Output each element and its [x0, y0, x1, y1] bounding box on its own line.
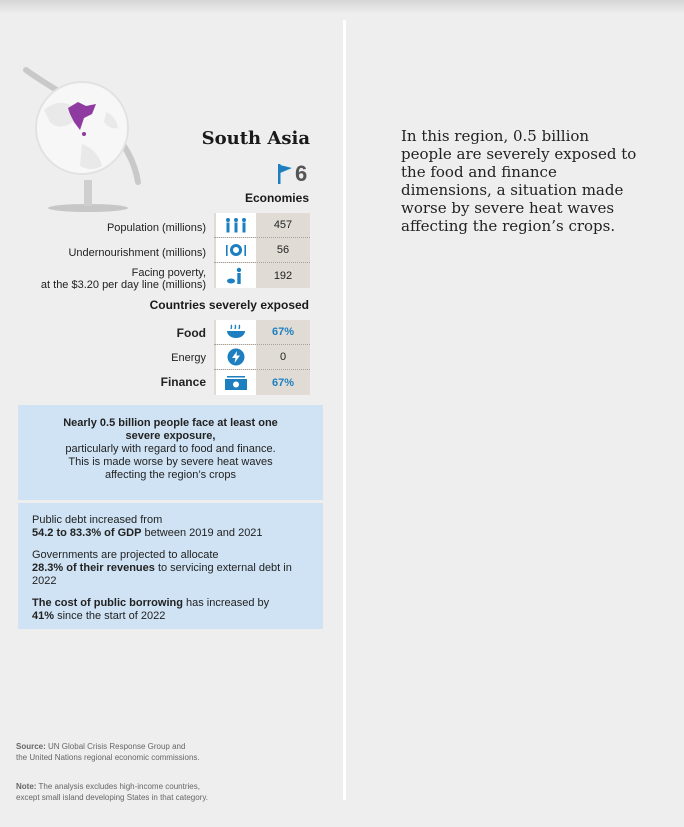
exposure-title: Countries severely exposed [149, 298, 309, 312]
note-label: Note: [16, 782, 37, 791]
analysis-note: Note: The analysis excludes high-income … [16, 781, 208, 803]
flag-icon [278, 164, 292, 184]
revenue-text: Governments are projected to allocate [32, 549, 219, 561]
borrowing-bold2: 41% [32, 610, 55, 622]
poverty-label: Facing poverty, at the $3.20 per day lin… [41, 267, 206, 291]
summary-box: Nearly 0.5 billion people face at least … [18, 405, 323, 500]
region-title: South Asia [201, 128, 310, 149]
exposure-row-energy: 0 [214, 345, 310, 370]
borrowing-rest2: since the start of 2022 [54, 610, 166, 622]
globe-icon [23, 67, 141, 212]
food-bowl-icon [216, 320, 256, 344]
exposure-stats: 67% 0 67% [214, 320, 310, 395]
note-text2: except small island developing States in… [16, 793, 208, 802]
summary-line3: particularly with regard to food and fin… [65, 443, 276, 455]
energy-label: Energy [171, 352, 206, 364]
summary-line4: This is made worse by severe heat waves [68, 456, 273, 468]
undernourishment-label: Undernourishment (millions) [68, 247, 206, 259]
population-value: 457 [273, 219, 293, 231]
poverty-label-line1: Facing poverty, [131, 267, 206, 279]
source-text2: the United Nations regional economic com… [16, 753, 200, 762]
note-text1: The analysis excludes high-income countr… [36, 782, 200, 791]
borrowing-bold: The cost of public borrowing [32, 597, 183, 609]
population-label: Population (millions) [106, 222, 206, 234]
food-value: 67% [271, 326, 295, 338]
food-label: Food [176, 326, 206, 340]
debt-text: Public debt increased from [32, 514, 163, 526]
poverty-icon [216, 263, 256, 288]
demographics-stats: 457 56 192 [214, 213, 310, 288]
summary-bold-line1: Nearly 0.5 billion people face at least … [63, 417, 278, 429]
money-icon [216, 370, 256, 395]
people-icon [216, 213, 256, 237]
exposure-row-food: 67% [214, 320, 310, 345]
energy-value: 0 [279, 351, 287, 363]
revenue-paragraph: Governments are projected to allocate 28… [32, 549, 309, 588]
column-divider [343, 20, 346, 800]
revenue-bold: 28.3% of their revenues [32, 562, 155, 574]
energy-bolt-icon [216, 345, 256, 369]
summary-line5: affecting the region’s crops [104, 469, 237, 481]
source-note: Source: UN Global Crisis Response Group … [16, 741, 200, 763]
finance-label: Finance [160, 375, 206, 389]
finance-value: 67% [271, 376, 295, 389]
revenue-rest: to servicing external debt in 2022 [32, 562, 292, 587]
stat-row-population: 457 [214, 213, 310, 238]
top-shadow [0, 0, 684, 14]
debt-paragraph: Public debt increased from 54.2 to 83.3%… [32, 514, 309, 540]
stat-row-undernourishment: 56 [214, 238, 310, 263]
stat-row-poverty: 192 [214, 263, 310, 288]
summary-bold-line2: severe exposure, [125, 430, 216, 442]
economies-label: Economies [244, 191, 309, 205]
exposure-row-finance: 67% [214, 370, 310, 395]
debt-rest: between 2019 and 2021 [141, 527, 263, 539]
economies-count-value: 6 [295, 161, 308, 186]
source-text1: UN Global Crisis Response Group and [45, 742, 186, 751]
empty-plate-icon [216, 238, 256, 262]
borrowing-rest: has increased by [182, 597, 270, 609]
debt-bold: 54.2 to 83.3% of GDP [32, 527, 142, 539]
undernourishment-value: 56 [276, 244, 290, 256]
region-narrative: In this region, 0.5 billion people are s… [401, 127, 637, 235]
borrowing-paragraph: The cost of public borrowing has increas… [32, 597, 309, 623]
finance-box: Public debt increased from 54.2 to 83.3%… [18, 503, 323, 629]
economies-count: 6 [277, 161, 307, 187]
source-label: Source: [16, 742, 46, 751]
poverty-value: 192 [273, 269, 293, 282]
poverty-label-line2: at the $3.20 per day line (millions) [40, 279, 206, 291]
